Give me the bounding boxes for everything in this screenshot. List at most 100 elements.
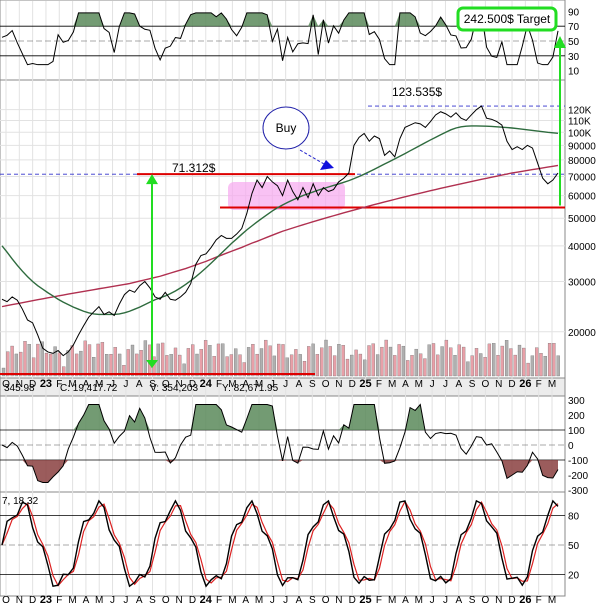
volume-bar <box>212 356 216 377</box>
volume-bar <box>466 361 470 377</box>
volume-bar <box>203 340 208 377</box>
bottom-month-label: S <box>309 595 316 606</box>
bottom-month-label: F <box>376 595 382 606</box>
volume-bar <box>264 339 268 377</box>
price-month-label: F <box>536 379 542 390</box>
bottom-month-label: D <box>29 595 36 606</box>
volume-bar <box>483 357 487 377</box>
price-month-label: A <box>296 379 303 390</box>
bottom-month-label: 26 <box>519 594 531 606</box>
stoch-tick-label: 50 <box>568 541 580 552</box>
volume-bar <box>70 345 74 377</box>
volume-bar <box>165 355 169 377</box>
bottom-month-label: F <box>216 595 222 606</box>
price-tick-label: 100K <box>568 128 592 139</box>
volume-bar <box>186 348 191 377</box>
volume-bar <box>453 355 457 377</box>
bottom-month-label: S <box>469 595 476 606</box>
price-month-label: J <box>430 379 435 390</box>
price-tick-label: 110K <box>568 116 591 127</box>
cci-tick-label: -100 <box>568 456 588 467</box>
buy-label: Buy <box>276 121 297 135</box>
buy-arrow-head <box>320 160 334 170</box>
volume-bar <box>427 344 431 377</box>
volume-bar <box>526 362 530 377</box>
rsi-tick-label: 70 <box>568 22 580 33</box>
volume-bar <box>255 353 259 377</box>
volume-bar <box>191 344 195 377</box>
price-month-label: M <box>68 379 76 390</box>
price-month-label: A <box>402 379 409 390</box>
volume-bar <box>10 345 14 377</box>
price-month-label: A <box>242 379 249 390</box>
price-month-label: F <box>376 379 382 390</box>
volume-bar <box>307 346 311 377</box>
readout-volume: V: 354,203 <box>150 383 198 394</box>
rsi-line <box>1 11 559 66</box>
stoch-k-line <box>1 499 559 588</box>
volume-bar <box>160 342 165 377</box>
volume-bar <box>444 339 449 377</box>
bottom-month-label: M <box>548 595 556 606</box>
volume-bar <box>535 347 539 377</box>
bottom-month-label: J <box>283 595 288 606</box>
price-month-label: D <box>508 379 515 390</box>
ref-label-low: 71.312$ <box>172 161 216 175</box>
volume-bar <box>302 361 307 377</box>
volume-bar <box>109 353 113 377</box>
bottom-month-label: N <box>176 595 183 606</box>
volume-bar <box>96 343 100 377</box>
stoch-d-line <box>1 500 559 587</box>
volume-bar <box>367 345 371 377</box>
readout-open: 345.98 <box>4 383 35 394</box>
volume-bar <box>122 365 126 377</box>
rsi-tick-label: 90 <box>568 7 580 18</box>
bottom-month-label: M <box>68 595 76 606</box>
volume-bar <box>294 349 298 377</box>
rsi-tick-label: 10 <box>568 67 580 78</box>
volume-bar <box>543 355 547 377</box>
bottom-month-label: D <box>508 595 515 606</box>
volume-bar <box>87 344 92 377</box>
readout-close: C: 19,417.72 <box>60 383 118 394</box>
volume-bar <box>311 343 315 377</box>
bottom-month-label: F <box>536 595 542 606</box>
volume-bar <box>53 346 57 377</box>
volume-bar <box>113 347 117 377</box>
volume-bar <box>238 354 242 377</box>
stoch-layer <box>1 499 559 588</box>
price-month-label: N <box>176 379 183 390</box>
volume-bar <box>449 347 453 377</box>
volume-bar <box>83 340 87 377</box>
target-box <box>456 6 558 32</box>
price-month-label: A <box>136 379 143 390</box>
consolidation-box <box>228 182 345 210</box>
price-month-label: J <box>110 379 115 390</box>
volume-bar <box>208 345 212 377</box>
volume-bar <box>259 348 264 377</box>
volume-bar <box>337 344 341 377</box>
volume-bar <box>251 344 255 377</box>
price-month-label: M <box>415 379 423 390</box>
volume-bar <box>431 343 436 377</box>
volume-bar <box>36 343 40 377</box>
bottom-month-label: M <box>228 595 236 606</box>
target-label: 242.500$ Target <box>464 12 551 26</box>
bottom-month-label: J <box>443 595 448 606</box>
price-month-label: A <box>455 379 462 390</box>
price-month-label: D <box>29 379 36 390</box>
volume-bar <box>509 348 513 377</box>
volume-bar <box>27 344 31 377</box>
volume-bar <box>436 354 440 377</box>
volume-bar <box>178 354 182 377</box>
cci-layer <box>1 403 559 483</box>
volume-bar <box>397 344 401 377</box>
volume-bar <box>100 342 105 377</box>
price-month-label: J <box>443 379 448 390</box>
volume-bar <box>513 354 517 377</box>
volume-bar <box>418 353 423 377</box>
price-tick-label: 30000 <box>568 278 596 289</box>
volume-bars <box>1 339 560 377</box>
price-month-label: D <box>349 379 356 390</box>
readout-y: Y: 82,671.95 <box>222 383 279 394</box>
